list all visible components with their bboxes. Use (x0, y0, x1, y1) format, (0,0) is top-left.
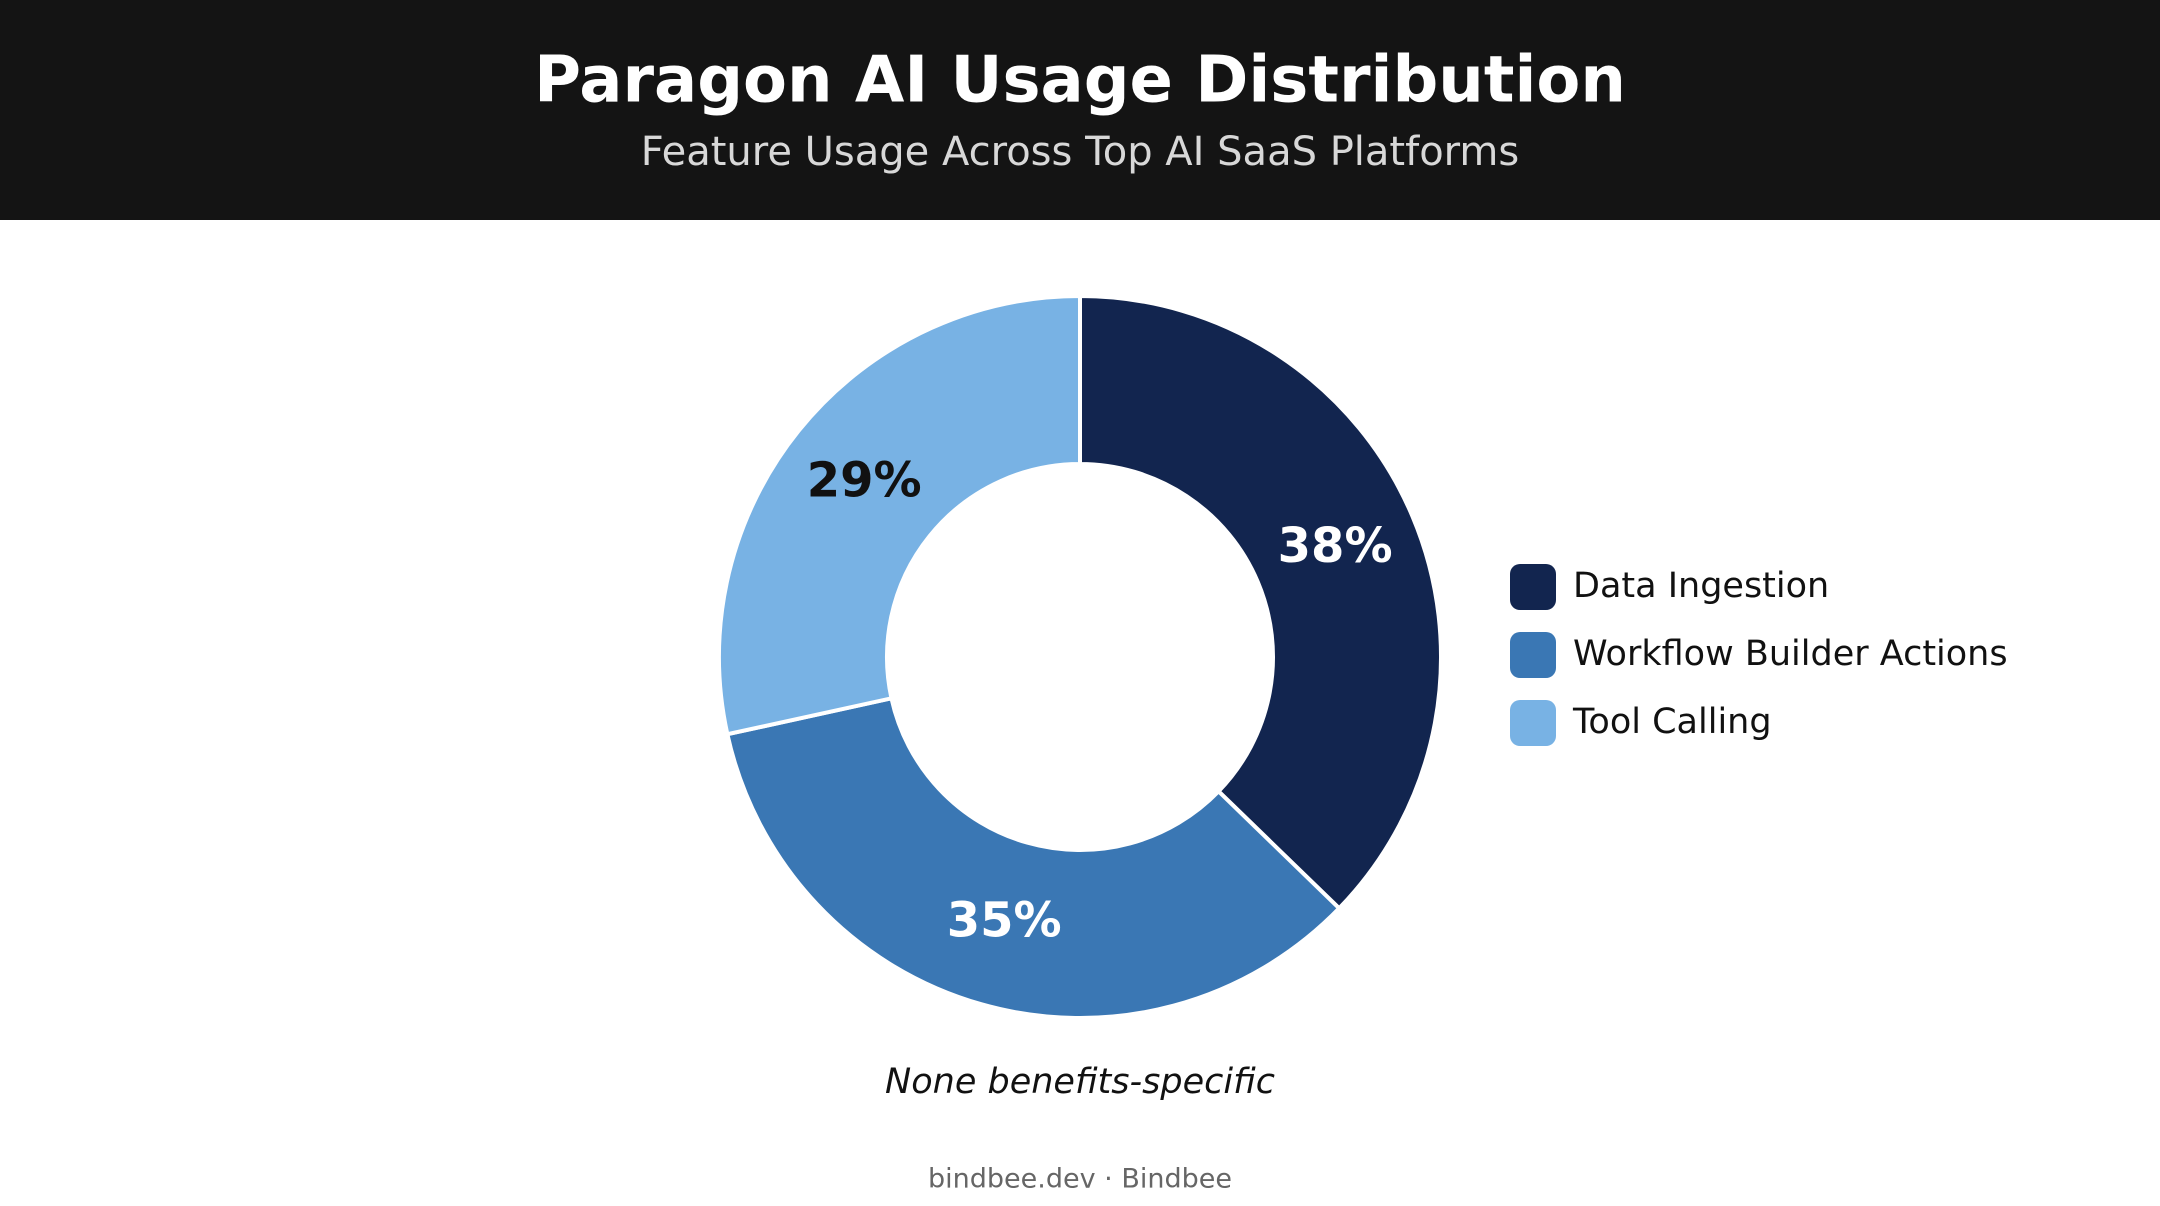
legend-swatch (1510, 632, 1556, 678)
chart-subtitle: Feature Usage Across Top AI SaaS Platfor… (641, 129, 1519, 175)
legend-swatch (1510, 700, 1556, 746)
pie-slice (724, 695, 1342, 1020)
pie-slice (717, 293, 1082, 737)
header-band (0, 0, 2160, 220)
legend-swatch (1510, 564, 1556, 610)
legend-label: Data Ingestion (1573, 566, 1829, 606)
legend-label: Workflow Builder Actions (1573, 634, 2008, 674)
pie-slice (1078, 293, 1443, 912)
slice-label: 35% (947, 892, 1062, 948)
footer: bindbee.dev · Bindbee (928, 1164, 1232, 1195)
chart-title: Paragon AI Usage Distribution (534, 44, 1626, 118)
legend-label: Tool Calling (1572, 702, 1772, 742)
slice-label: 38% (1278, 518, 1393, 574)
annotation: None benefits-specific (885, 1062, 1275, 1102)
slice-label: 29% (807, 452, 922, 508)
